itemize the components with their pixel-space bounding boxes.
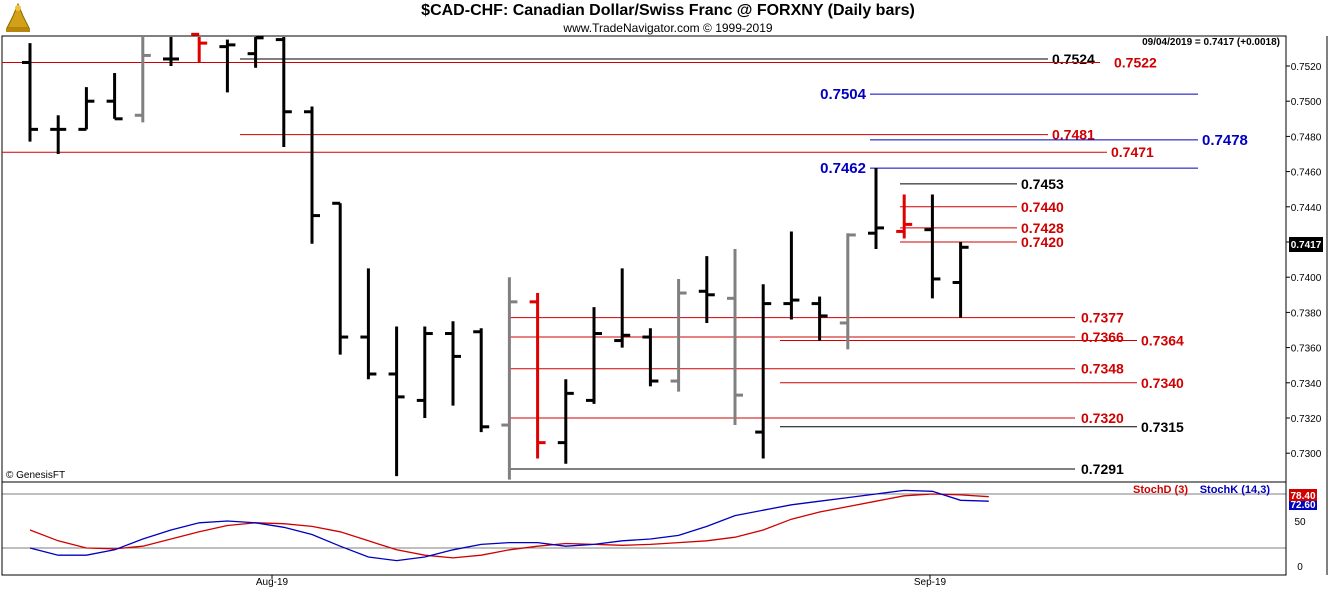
stoch-d-legend: StochD (3) bbox=[1133, 484, 1188, 496]
y-tick-label: 0.7480 bbox=[1291, 132, 1322, 143]
level-label: 0.7440 bbox=[1021, 199, 1064, 215]
last-value-box bbox=[1289, 237, 1323, 252]
ohlc-bar bbox=[670, 278, 687, 392]
level-label: 0.7340 bbox=[1141, 375, 1184, 391]
chart-subtitle: www.TradeNavigator.com © 1999-2019 bbox=[563, 21, 773, 35]
level-label: 0.7471 bbox=[1111, 144, 1154, 160]
ohlc-bar bbox=[304, 106, 320, 244]
level-label: 0.7522 bbox=[1114, 54, 1157, 70]
ohlc-bar bbox=[445, 321, 461, 406]
copyright-label: © GenesisFT bbox=[6, 470, 65, 481]
chart-header: $CAD-CHF: Canadian Dollar/Swiss Franc @ … bbox=[0, 0, 1336, 36]
ohlc-bar bbox=[473, 328, 490, 433]
stoch-tick-label: 0 bbox=[1297, 562, 1303, 573]
gold-bell-logo-icon bbox=[6, 2, 30, 32]
level-label: 0.7420 bbox=[1021, 234, 1064, 250]
y-tick-label: 0.7340 bbox=[1291, 379, 1322, 390]
ohlc-bar bbox=[501, 277, 518, 480]
y-tick-label: 0.7440 bbox=[1291, 203, 1322, 214]
ohlc-bar bbox=[896, 194, 913, 239]
ohlc-bar bbox=[839, 233, 856, 350]
ohlc-bar bbox=[22, 43, 38, 142]
ohlc-bar bbox=[191, 32, 208, 63]
ohlc-bar bbox=[360, 268, 377, 380]
ohlc-bar bbox=[106, 73, 123, 121]
level-label: 0.7428 bbox=[1021, 220, 1064, 236]
level-label: 0.7453 bbox=[1021, 176, 1064, 192]
ohlc-bar bbox=[557, 379, 574, 464]
stoch-tick-label: 50 bbox=[1294, 517, 1306, 528]
level-label: 0.7291 bbox=[1081, 461, 1124, 477]
level-label: 0.7315 bbox=[1141, 419, 1184, 435]
stoch-d-value: 78.40 bbox=[1290, 491, 1315, 502]
ohlc-bar bbox=[163, 37, 179, 66]
x-tick-label: Aug-19 bbox=[256, 577, 289, 588]
x-tick-label: Sep-19 bbox=[914, 577, 947, 588]
main-panel bbox=[1, 35, 1287, 483]
date-readout: 09/04/2019 = 0.7417 (+0.0018) bbox=[1142, 37, 1280, 48]
ohlc-bar bbox=[332, 201, 349, 355]
ohlc-bar bbox=[275, 37, 292, 147]
level-label: 0.7504 bbox=[820, 86, 867, 103]
ohlc-bar bbox=[783, 231, 800, 320]
y-tick-label: 0.7400 bbox=[1291, 273, 1322, 284]
level-label: 0.7524 bbox=[1052, 51, 1095, 67]
ohlc-bar bbox=[78, 87, 95, 131]
level-label: 0.7320 bbox=[1081, 410, 1124, 426]
y-tick-label: 0.7520 bbox=[1291, 62, 1322, 73]
y-tick-label: 0.7380 bbox=[1291, 308, 1322, 319]
level-label: 0.7348 bbox=[1081, 361, 1124, 377]
ohlc-bar bbox=[614, 268, 631, 348]
ohlc-bar bbox=[586, 307, 602, 404]
stoch-k-legend: StochK (14,3) bbox=[1200, 484, 1271, 496]
stoch-line-k bbox=[29, 489, 989, 562]
ohlc-bar bbox=[698, 256, 715, 323]
level-label: 0.7478 bbox=[1202, 132, 1248, 149]
ohlc-bar bbox=[924, 194, 941, 299]
stoch-line-d bbox=[29, 493, 989, 559]
stoch-panel bbox=[1, 481, 1287, 576]
chart-title: $CAD-CHF: Canadian Dollar/Swiss Franc @ … bbox=[421, 2, 915, 19]
y-tick-label: 0.7360 bbox=[1291, 344, 1322, 355]
y-tick-label: 0.7500 bbox=[1291, 97, 1322, 108]
level-label: 0.7377 bbox=[1081, 310, 1124, 326]
ohlc-bar bbox=[247, 36, 264, 68]
y-tick-label: 0.7300 bbox=[1291, 449, 1322, 460]
ohlc-bar bbox=[952, 242, 969, 318]
level-label: 0.7366 bbox=[1081, 329, 1124, 345]
y-tick-label: 0.7320 bbox=[1291, 414, 1322, 425]
ohlc-bar bbox=[529, 293, 546, 459]
last-value-label: 0.7417 bbox=[1291, 240, 1322, 251]
ohlc-bar bbox=[134, 37, 151, 123]
ohlc-bar bbox=[868, 168, 884, 250]
ohlc-bar bbox=[219, 39, 236, 93]
stoch-k-value: 72.60 bbox=[1290, 500, 1315, 511]
level-label: 0.7462 bbox=[820, 160, 866, 177]
level-label: 0.7481 bbox=[1052, 127, 1095, 143]
level-label: 0.7364 bbox=[1141, 333, 1184, 349]
ohlc-bar bbox=[811, 296, 828, 341]
y-tick-label: 0.7460 bbox=[1291, 168, 1322, 179]
ohlc-bar bbox=[727, 249, 743, 426]
ohlc-bar bbox=[416, 326, 433, 418]
ohlc-bar bbox=[755, 284, 772, 459]
ohlc-bar bbox=[50, 115, 67, 154]
ohlc-bar bbox=[642, 328, 659, 387]
ohlc-bar bbox=[388, 326, 405, 477]
stoch-d-box bbox=[1289, 489, 1317, 501]
